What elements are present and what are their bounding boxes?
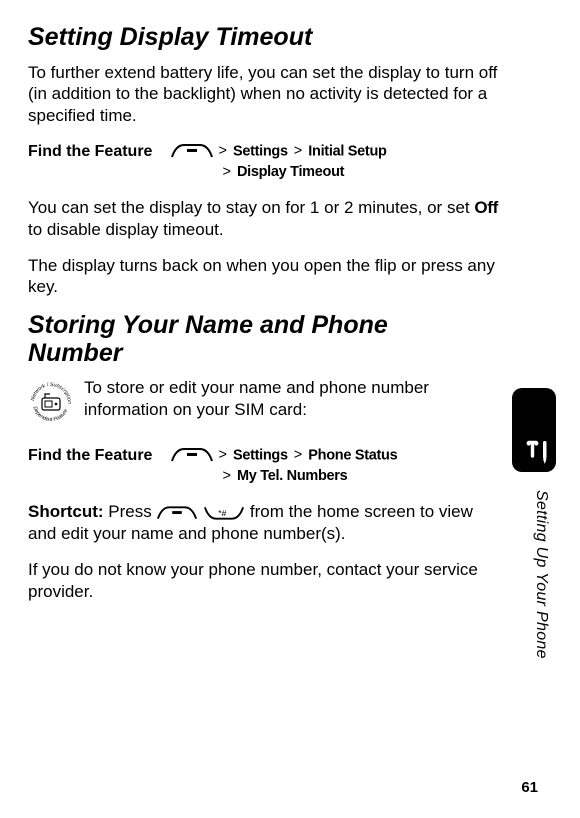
svg-text:Dependent Feature: Dependent Feature xyxy=(31,406,69,423)
find-feature-label-2: Find the Feature xyxy=(28,445,152,465)
side-tab xyxy=(512,388,556,472)
paragraph-contact-provider: If you do not know your phone number, co… xyxy=(28,559,498,603)
page-number: 61 xyxy=(521,779,538,796)
network-feature-icon: Network / Subscription Dependent Feature xyxy=(28,379,74,431)
menu-key-icon xyxy=(156,502,198,521)
tools-icon xyxy=(525,438,553,466)
find-feature-row-1: Find the Feature > Settings > Initial Se… xyxy=(28,141,498,183)
find-feature-label-1: Find the Feature xyxy=(28,141,152,161)
find-feature-row-2: Find the Feature > Settings > Phone Stat… xyxy=(28,445,498,487)
menu-key-icon xyxy=(170,141,214,162)
intro-paragraph-1: To further extend battery life, you can … xyxy=(28,62,498,127)
shortcut-paragraph: Shortcut: Press *# from the home screen … xyxy=(28,501,498,545)
side-chapter-label: Setting Up Your Phone xyxy=(532,490,550,659)
menu-key-icon xyxy=(170,445,214,466)
section-title-display-timeout: Setting Display Timeout xyxy=(28,24,498,52)
paragraph-flip: The display turns back on when you open … xyxy=(28,255,498,299)
section-title-storing-name: Storing Your Name and Phone Number xyxy=(28,312,458,367)
svg-text:*#: *# xyxy=(218,508,226,518)
paragraph-set-minutes: You can set the display to stay on for 1… xyxy=(28,197,498,241)
feature-path-2: > Settings > Phone Status > My Tel. Numb… xyxy=(170,445,397,487)
feature-path-1: > Settings > Initial Setup > Display Tim… xyxy=(170,141,386,183)
pound-key-icon: *# xyxy=(203,502,245,521)
intro-paragraph-2: Network / Subscription Dependent Feature… xyxy=(28,377,498,431)
